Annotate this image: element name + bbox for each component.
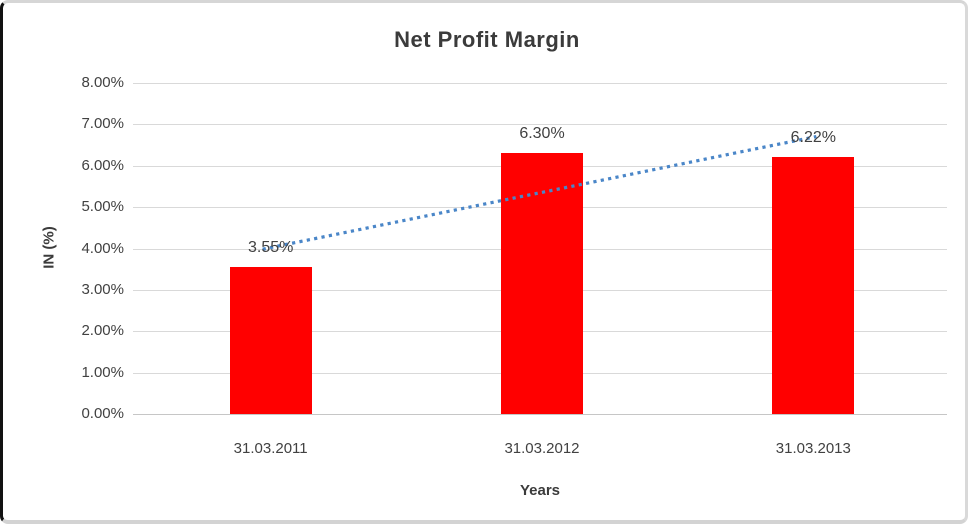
y-tick-label: 2.00%	[81, 322, 124, 340]
chart-title: Net Profit Margin	[394, 27, 580, 52]
bar	[501, 153, 583, 414]
x-axis-title: Years	[519, 482, 561, 499]
gridline	[133, 124, 947, 126]
y-tick-label: 4.00%	[81, 239, 124, 257]
data-label: 3.55%	[247, 239, 294, 257]
gridline	[133, 414, 947, 415]
x-tick-label: 31.03.2012	[504, 440, 580, 457]
y-tick-label: 8.00%	[81, 74, 124, 91]
gridline	[133, 83, 947, 84]
x-tick-label: 31.03.2013	[775, 440, 851, 457]
y-tick-label: 6.00%	[81, 156, 124, 174]
y-tick-label: 3.00%	[81, 280, 124, 298]
y-tick-label: 5.00%	[81, 198, 124, 216]
x-tick-label: 31.03.2011	[233, 440, 308, 457]
bar	[229, 267, 312, 414]
y-tick-label: 1.00%	[81, 363, 124, 381]
data-label: 6.22%	[790, 128, 837, 146]
bar	[772, 156, 855, 414]
data-label: 6.30%	[519, 125, 565, 143]
y-tick-label: 0.00%	[81, 405, 124, 422]
y-tick-label: 7.00%	[81, 115, 124, 133]
y-axis-title: IN (%)	[40, 225, 58, 269]
